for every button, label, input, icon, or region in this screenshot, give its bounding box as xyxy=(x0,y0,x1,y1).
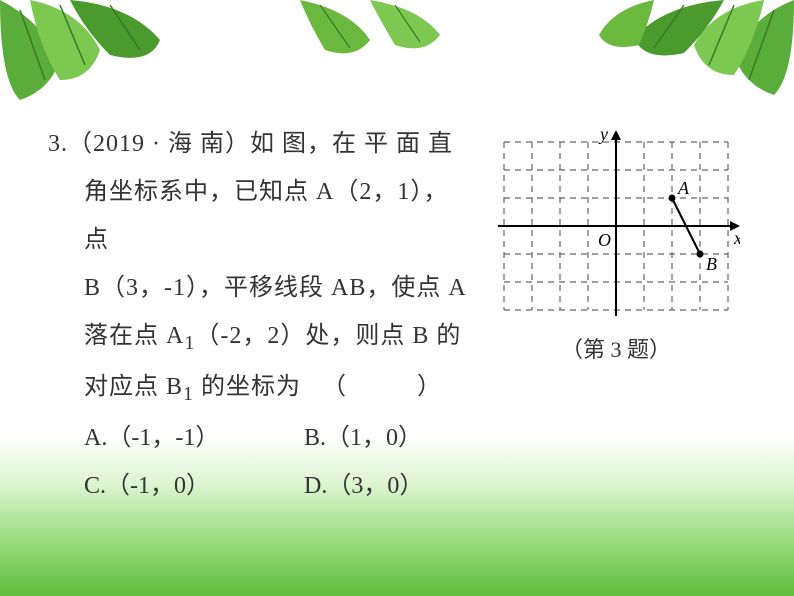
svg-text:O: O xyxy=(598,230,611,250)
q-l4-sub: 1 xyxy=(184,332,195,354)
option-a: A.（-1，-1） xyxy=(84,414,304,462)
question-line-1: 3.（2019 · 海 南）如 图，在 平 面 直 xyxy=(48,120,468,168)
paren-close: ） xyxy=(417,374,442,400)
question-source: （2019 · 海 南） xyxy=(68,131,250,157)
question-line-4: 落在点 A1（-2，2）处，则点 B 的 xyxy=(48,312,468,363)
svg-text:B: B xyxy=(706,254,717,274)
q-l5-p1: 对应点 B xyxy=(84,374,183,400)
option-b: B.（1，0） xyxy=(304,414,422,462)
figure-caption: （第 3 题） xyxy=(486,332,746,364)
q-l5-sub: 1 xyxy=(183,383,194,405)
question-block: 3.（2019 · 海 南）如 图，在 平 面 直 角坐标系中，已知点 A（2，… xyxy=(48,120,468,510)
svg-text:x: x xyxy=(733,228,740,248)
q-l4-p2: （-2，2）处，则点 B 的 xyxy=(195,323,461,349)
option-d: D.（3，0） xyxy=(304,462,423,510)
q-l4-p1: 落在点 A xyxy=(84,323,184,349)
question-line-3: B（3，-1），平移线段 AB，使点 A xyxy=(48,264,468,312)
options-row-1: A.（-1，-1） B.（1，0） xyxy=(84,414,468,462)
options-row-2: C.（-1，0） D.（3，0） xyxy=(84,462,468,510)
figure-block: y x O A B （第 3 题） xyxy=(486,130,746,364)
leaf-top-left xyxy=(0,0,200,130)
q-l5-p2: 的坐标为 xyxy=(194,374,301,400)
leaf-top-mid xyxy=(300,0,480,80)
question-line-5: 对应点 B1 的坐标为 （ ） xyxy=(48,363,468,414)
options-block: A.（-1，-1） B.（1，0） C.（-1，0） D.（3，0） xyxy=(48,414,468,510)
paren-open: （ xyxy=(322,374,347,400)
svg-text:y: y xyxy=(598,130,608,144)
question-line-2: 角坐标系中，已知点 A（2，1），点 xyxy=(48,168,468,264)
q-line1-rest: 如 图，在 平 面 直 xyxy=(250,131,453,157)
option-c: C.（-1，0） xyxy=(84,462,304,510)
leaf-top-right xyxy=(594,0,794,120)
svg-text:A: A xyxy=(677,178,690,198)
coordinate-grid: y x O A B xyxy=(492,130,740,322)
question-number: 3. xyxy=(48,131,68,157)
